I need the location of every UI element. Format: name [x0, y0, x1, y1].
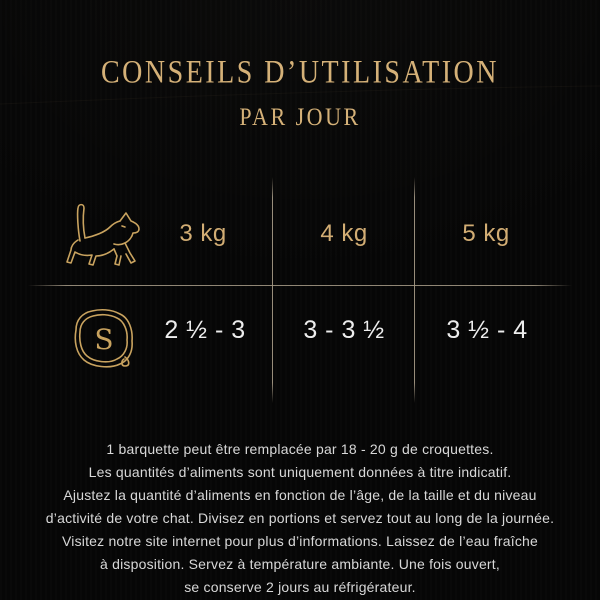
weight-cell-3kg: 3 kg: [179, 220, 227, 247]
usage-note-line: se conserve 2 jours au réfrigérateur.: [184, 579, 416, 595]
cat-icon: [57, 198, 151, 278]
pouch-seal-icon: S: [70, 305, 138, 375]
usage-note-line: Les quantités d’aliments sont uniquement…: [88, 464, 512, 480]
portion-cell-3kg: 2 ½ - 3: [164, 316, 246, 344]
portion-cell-5kg: 3 ½ - 4: [446, 316, 528, 344]
table-vertical-divider: [414, 177, 415, 403]
usage-note-line: Ajustez la quantité d’aliments en foncti…: [63, 487, 537, 503]
usage-note-line: Visitez notre site internet pour plus d’…: [61, 533, 539, 549]
table-horizontal-divider: [28, 285, 572, 286]
seal-letter: S: [94, 323, 113, 356]
gloss-sheen: [0, 85, 600, 105]
weight-cell-4kg: 4 kg: [320, 220, 368, 247]
table-vertical-divider: [272, 177, 273, 403]
usage-note-line: à disposition. Servez à température ambi…: [100, 556, 500, 572]
page-subtitle: PAR JOUR: [239, 102, 361, 131]
portion-cell-4kg: 3 - 3 ½: [303, 316, 385, 344]
usage-note-line: d’activité de votre chat. Divisez en por…: [45, 510, 555, 526]
usage-note-line: 1 barquette peut être remplacée par 18 -…: [106, 441, 494, 457]
weight-cell-5kg: 5 kg: [462, 220, 510, 247]
usage-notes: 1 barquette peut être remplacée par 18 -…: [18, 438, 582, 599]
page-title: CONSEILS D’UTILISATION: [101, 54, 499, 91]
